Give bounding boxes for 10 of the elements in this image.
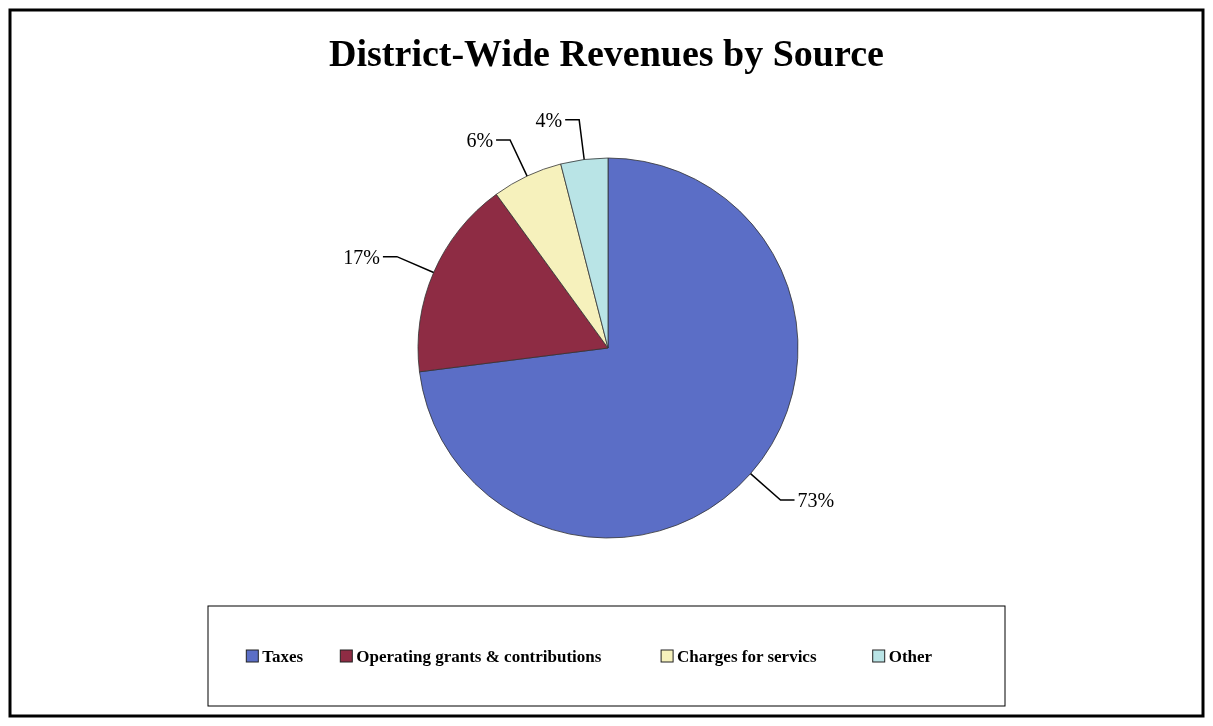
- legend-label: Charges for servics: [677, 646, 817, 666]
- legend-label: Other: [888, 646, 933, 666]
- data-label: 73%: [797, 489, 835, 512]
- chart-title: District-Wide Revenues by Source: [329, 32, 884, 74]
- data-label: 6%: [466, 128, 494, 151]
- data-label: 4%: [535, 108, 563, 131]
- legend-label: Taxes: [262, 646, 304, 666]
- legend-label: Operating grants & contributions: [356, 646, 602, 666]
- data-label: 17%: [343, 245, 380, 268]
- pie-slice: [419, 157, 799, 539]
